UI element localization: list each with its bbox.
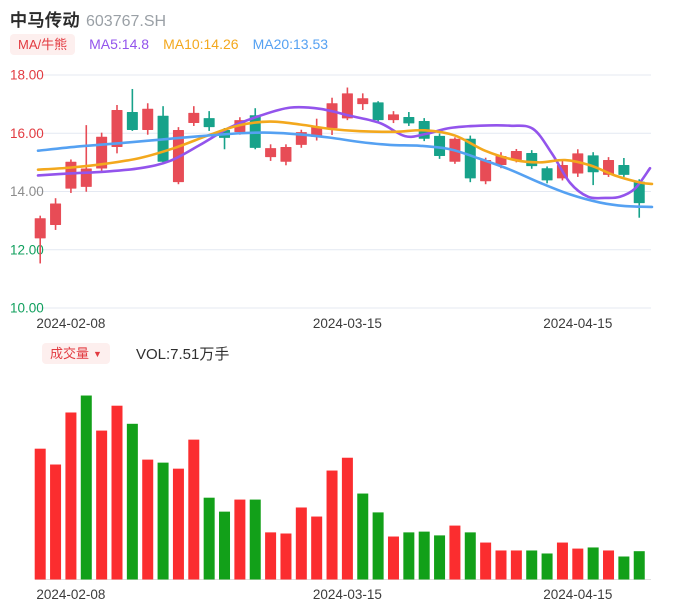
ma-line-ma20	[36, 131, 654, 209]
date-tick: 2024-04-15	[543, 587, 612, 602]
volume-bar	[403, 532, 415, 580]
volume-bar	[587, 547, 599, 580]
volume-bar	[526, 550, 538, 580]
volume-bar	[541, 553, 553, 580]
date-tick: 2024-03-15	[313, 587, 382, 602]
svg-text:14.00: 14.00	[10, 184, 44, 199]
candle	[464, 138, 476, 179]
volume-bar	[449, 525, 461, 580]
volume-value: VOL:7.51万手	[135, 345, 230, 363]
header: 中马传动 603767.SH	[10, 6, 166, 30]
volume-bar	[203, 497, 215, 580]
volume-bar	[603, 550, 615, 580]
volume-bar	[372, 512, 384, 580]
candle	[434, 135, 446, 156]
date-tick: 2024-03-15	[313, 316, 382, 331]
volume-bar	[249, 499, 261, 580]
volume-bar	[295, 507, 307, 580]
volume-bar	[556, 542, 568, 580]
volume-bar	[341, 457, 353, 580]
volume-bar	[50, 464, 62, 580]
volume-bar	[80, 395, 92, 580]
candle	[526, 153, 538, 167]
candle	[403, 116, 415, 124]
volume-bar	[188, 439, 200, 580]
candle	[34, 218, 46, 239]
volume-bar	[510, 550, 522, 580]
candle	[341, 93, 353, 119]
volume-chart[interactable]: 2024-02-08 2024-03-15 2024-04-15	[0, 368, 686, 606]
volume-bar	[434, 535, 446, 580]
volume-mode-dropdown[interactable]: 成交量 ▼	[42, 342, 110, 364]
candle	[372, 102, 384, 121]
volume-bar	[65, 412, 77, 580]
date-tick: 2024-02-08	[36, 316, 105, 331]
volume-bar	[142, 459, 154, 580]
volume-bar	[633, 551, 645, 580]
volume-bar	[495, 550, 507, 580]
ma20-value: MA20:13.53	[252, 36, 329, 52]
volume-bar	[418, 531, 430, 580]
candle	[188, 112, 200, 124]
volume-bar	[126, 423, 138, 580]
volume-bar	[357, 493, 369, 580]
volume-mode-label: 成交量	[50, 345, 90, 361]
volume-bar	[219, 511, 231, 580]
candle	[65, 161, 77, 189]
volume-bar	[572, 548, 584, 580]
candle	[572, 153, 584, 174]
volume-bar	[265, 532, 277, 580]
volume-bar	[34, 448, 46, 580]
volume-bar	[387, 536, 399, 580]
volume-legend: 成交量 ▼ VOL:7.51万手	[42, 341, 229, 365]
volume-bar	[311, 516, 323, 580]
candle	[126, 111, 138, 131]
svg-text:16.00: 16.00	[10, 126, 44, 141]
ma-line-ma5	[36, 105, 652, 200]
stock-name: 中马传动	[10, 11, 80, 30]
volume-bar	[111, 405, 123, 580]
candle	[280, 146, 292, 162]
candle	[357, 98, 369, 105]
candle	[510, 151, 522, 161]
ma-mode-dropdown[interactable]: MA/牛熊	[10, 33, 76, 55]
ma5-value: MA5:14.8	[89, 36, 150, 52]
ma-line-ma10	[36, 120, 654, 186]
price-gridlines: 18.00 16.00 14.00 12.00 10.00	[10, 68, 651, 316]
candle	[541, 168, 553, 181]
candle	[480, 160, 492, 182]
ma-legend: MA/牛熊 MA5:14.8 MA10:14.26 MA20:13.53	[10, 33, 328, 55]
candle	[142, 108, 154, 131]
volume-bar	[172, 468, 184, 580]
candle	[265, 148, 277, 158]
svg-text:10.00: 10.00	[10, 301, 44, 316]
volume-bar	[96, 430, 108, 580]
date-tick: 2024-02-08	[36, 587, 105, 602]
date-tick: 2024-04-15	[543, 316, 612, 331]
svg-text:18.00: 18.00	[10, 68, 44, 83]
volume-bar	[234, 499, 246, 580]
ma10-value: MA10:14.26	[163, 36, 239, 52]
candle	[618, 164, 630, 175]
volume-bars	[34, 395, 645, 580]
candle	[203, 118, 215, 128]
volume-bar	[464, 532, 476, 580]
candle	[387, 114, 399, 121]
chevron-down-icon: ▼	[93, 348, 102, 359]
candle	[326, 103, 338, 129]
candle	[111, 109, 123, 147]
volume-bar	[326, 470, 338, 580]
stock-code: 603767.SH	[86, 13, 167, 30]
volume-bar	[157, 462, 169, 580]
volume-bar	[280, 533, 292, 580]
candle	[50, 203, 62, 225]
svg-text:12.00: 12.00	[10, 242, 44, 257]
volume-bar	[618, 556, 630, 580]
volume-bar	[480, 542, 492, 580]
